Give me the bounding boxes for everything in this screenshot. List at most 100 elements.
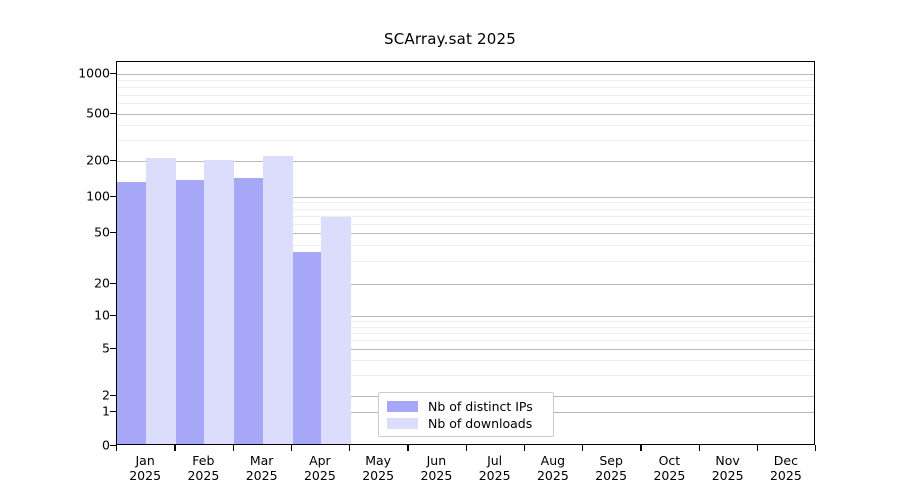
bar-downloads bbox=[204, 160, 235, 444]
x-label-month: Feb bbox=[192, 453, 215, 468]
gridline-minor bbox=[117, 208, 814, 210]
legend-color-swatch bbox=[387, 401, 418, 412]
gridline-minor bbox=[117, 261, 814, 263]
gridline-minor bbox=[117, 321, 814, 323]
x-label-year: 2025 bbox=[595, 468, 628, 483]
y-axis-tick-mark bbox=[110, 348, 116, 350]
legend-item[interactable]: Nb of downloads bbox=[387, 415, 545, 432]
bar-downloads bbox=[262, 156, 293, 444]
x-axis-tick-label: Jul 2025 bbox=[455, 453, 535, 483]
x-label-month: Dec bbox=[773, 453, 798, 468]
y-axis-tick-label: 2 bbox=[102, 387, 110, 403]
x-label-year: 2025 bbox=[187, 468, 220, 483]
y-axis-tick-label: 20 bbox=[94, 275, 110, 291]
x-axis-tick-label: Dec 2025 bbox=[746, 453, 826, 483]
gridline-minor bbox=[117, 140, 814, 142]
x-axis-tick-label: Nov 2025 bbox=[688, 453, 768, 483]
bar-distinct-ips bbox=[117, 182, 147, 444]
y-axis-tick-mark bbox=[110, 411, 116, 413]
x-axis-tick-mark bbox=[465, 445, 467, 451]
x-label-year: 2025 bbox=[420, 468, 453, 483]
x-label-month: Aug bbox=[540, 453, 566, 468]
x-axis-tick-mark bbox=[174, 445, 176, 451]
x-label-year: 2025 bbox=[303, 468, 336, 483]
gridline-minor bbox=[117, 125, 814, 127]
gridline-minor bbox=[117, 86, 814, 88]
x-label-month: Oct bbox=[658, 453, 681, 468]
gridline-minor bbox=[117, 332, 814, 334]
x-axis-tick-label: Apr 2025 bbox=[280, 453, 360, 483]
chart-legend: Nb of distinct IPs Nb of downloads bbox=[378, 392, 554, 437]
gridline-minor bbox=[117, 375, 814, 377]
x-label-year: 2025 bbox=[653, 468, 686, 483]
x-label-month: Jan bbox=[135, 453, 155, 468]
x-axis-tick-mark bbox=[349, 445, 351, 451]
y-axis-tick-mark bbox=[110, 315, 116, 317]
gridline-minor bbox=[117, 340, 814, 342]
x-axis-tick-label: Jan 2025 bbox=[105, 453, 185, 483]
gridline-minor bbox=[117, 202, 814, 204]
x-axis-tick-label: Aug 2025 bbox=[513, 453, 593, 483]
x-axis-tick-mark bbox=[815, 445, 817, 451]
y-axis-tick-label: 0 bbox=[102, 437, 110, 453]
bar-distinct-ips bbox=[232, 178, 263, 444]
bar-downloads bbox=[146, 157, 177, 444]
x-label-year: 2025 bbox=[769, 468, 802, 483]
x-axis-tick-label: Sep 2025 bbox=[571, 453, 651, 483]
bar-downloads bbox=[320, 217, 351, 444]
x-axis-tick-mark bbox=[698, 445, 700, 451]
x-label-month: Jun bbox=[426, 453, 447, 468]
gridline-minor bbox=[117, 80, 814, 82]
x-axis-tick-label: Jun 2025 bbox=[396, 453, 476, 483]
x-label-year: 2025 bbox=[129, 468, 162, 483]
x-label-year: 2025 bbox=[711, 468, 744, 483]
x-axis-tick-mark bbox=[523, 445, 526, 451]
x-axis-tick-mark bbox=[116, 445, 118, 451]
gridline-minor bbox=[117, 223, 814, 225]
page-title: SCArray.sat 2025 bbox=[383, 30, 517, 48]
bar-distinct-ips bbox=[174, 179, 205, 444]
x-label-month: Nov bbox=[715, 453, 740, 468]
gridline-minor bbox=[117, 326, 814, 328]
x-label-month: May bbox=[365, 453, 392, 468]
y-axis-tick-label: 200 bbox=[86, 152, 110, 168]
x-axis-tick-mark bbox=[407, 445, 409, 451]
x-label-year: 2025 bbox=[478, 468, 511, 483]
legend-item[interactable]: Nb of distinct IPs bbox=[387, 398, 545, 415]
y-axis-tick-mark bbox=[110, 232, 116, 234]
x-axis-tick-label: Mar 2025 bbox=[222, 453, 302, 483]
gridline-major bbox=[117, 316, 814, 317]
bar-distinct-ips bbox=[290, 252, 321, 444]
gridline-minor bbox=[117, 94, 814, 96]
legend-color-swatch bbox=[387, 418, 418, 429]
x-label-month: Sep bbox=[599, 453, 623, 468]
x-axis-tick-label: Feb 2025 bbox=[163, 453, 243, 483]
y-axis-tick-mark bbox=[110, 73, 116, 75]
y-axis-labels: 0 1 2 5 10 20 50 100 200 500 1000 bbox=[54, 61, 110, 453]
gridline-major bbox=[117, 74, 814, 75]
gridline-minor bbox=[117, 215, 814, 217]
y-axis-tick-mark bbox=[110, 445, 116, 447]
gridline-minor bbox=[117, 103, 814, 105]
y-axis-tick-label: 5 bbox=[102, 340, 110, 356]
y-axis-tick-label: 1 bbox=[102, 403, 110, 419]
y-axis-tick-mark bbox=[110, 160, 116, 162]
gridline-major bbox=[117, 284, 814, 285]
gridline-major bbox=[117, 114, 814, 115]
x-label-month: Apr bbox=[309, 453, 331, 468]
x-label-year: 2025 bbox=[245, 468, 278, 483]
plot-area bbox=[116, 61, 815, 445]
x-label-year: 2025 bbox=[362, 468, 395, 483]
legend-label: Nb of distinct IPs bbox=[428, 399, 533, 414]
gridline-major bbox=[117, 197, 814, 198]
x-axis-tick-label: May 2025 bbox=[338, 453, 418, 483]
y-axis-tick-mark bbox=[110, 196, 116, 198]
x-axis-tick-mark bbox=[290, 445, 293, 451]
gridline-minor bbox=[117, 360, 814, 362]
gridline-major bbox=[117, 349, 814, 350]
legend-label: Nb of downloads bbox=[428, 416, 533, 431]
x-axis-tick-mark bbox=[756, 445, 759, 451]
y-axis-tick-label: 100 bbox=[86, 188, 110, 204]
x-label-month: Jul bbox=[487, 453, 503, 468]
